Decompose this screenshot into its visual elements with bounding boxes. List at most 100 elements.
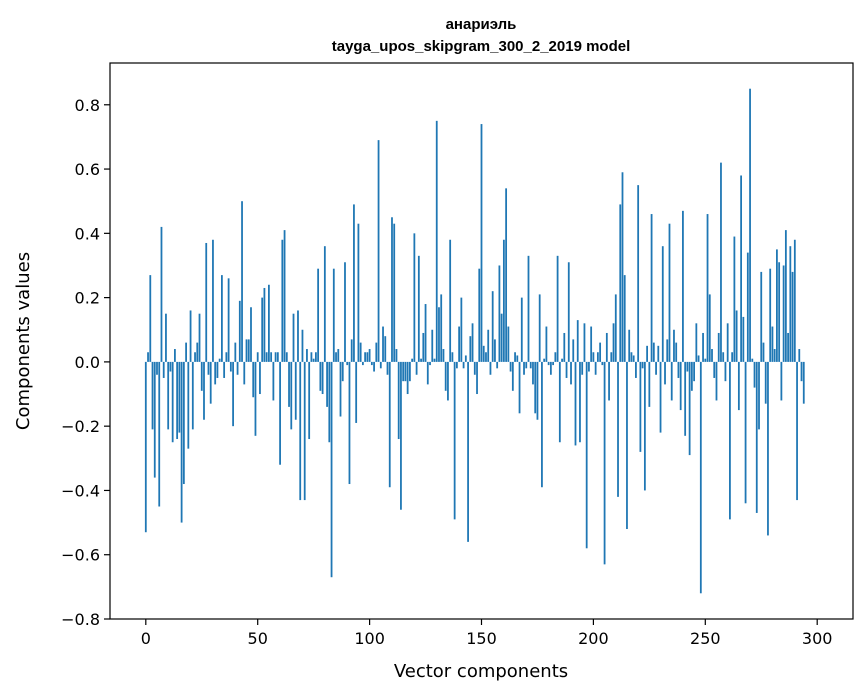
bar xyxy=(453,361,456,520)
bar xyxy=(800,361,803,382)
bar xyxy=(473,361,476,375)
bar xyxy=(693,361,695,382)
bar xyxy=(321,361,324,395)
bar xyxy=(341,361,344,382)
bar xyxy=(406,361,409,395)
bar xyxy=(312,358,315,362)
bar xyxy=(509,361,512,372)
bar xyxy=(798,349,801,362)
bar xyxy=(386,361,389,375)
bar xyxy=(353,204,355,362)
x-tick-label: 300 xyxy=(802,629,833,648)
bar xyxy=(182,361,185,485)
bar xyxy=(464,355,467,362)
bar xyxy=(715,361,718,401)
y-axis-label: Components values xyxy=(13,252,34,430)
bar xyxy=(218,358,221,362)
bar xyxy=(480,124,483,362)
bar xyxy=(516,355,519,362)
bar xyxy=(699,361,702,594)
bar xyxy=(391,217,393,362)
bar xyxy=(787,332,789,362)
bar xyxy=(160,226,163,362)
bar xyxy=(706,214,709,362)
x-axis-label: Vector components xyxy=(394,661,568,682)
bar xyxy=(317,268,320,362)
bar xyxy=(420,358,422,362)
bar xyxy=(375,342,378,362)
bar xyxy=(581,361,584,375)
bar xyxy=(198,313,201,362)
bar xyxy=(167,361,170,430)
bar xyxy=(263,287,266,362)
bar xyxy=(290,361,293,430)
bar xyxy=(395,349,398,362)
bar xyxy=(288,361,290,407)
bar xyxy=(236,361,239,375)
bar xyxy=(722,352,725,362)
bar xyxy=(487,329,490,362)
bar xyxy=(612,323,615,362)
bar xyxy=(435,120,438,362)
bar xyxy=(690,361,693,391)
bar xyxy=(773,349,776,362)
bar xyxy=(583,323,586,362)
bar xyxy=(740,175,742,362)
bar xyxy=(355,361,358,423)
bar xyxy=(793,239,796,362)
bar xyxy=(686,361,689,372)
bar xyxy=(711,349,713,362)
bar xyxy=(621,172,624,362)
bar xyxy=(283,230,286,362)
bar xyxy=(274,352,277,362)
bar xyxy=(346,361,349,366)
bar xyxy=(511,361,514,391)
bar xyxy=(252,361,255,398)
bar xyxy=(494,339,496,362)
bar xyxy=(532,361,534,385)
bar xyxy=(299,361,302,501)
x-axis-ticks: 0 50 100 150 200 250 300 xyxy=(141,619,833,648)
bar xyxy=(626,361,628,530)
bar xyxy=(308,361,311,440)
bar xyxy=(762,342,765,362)
bar xyxy=(306,349,308,362)
bar xyxy=(679,361,682,411)
bar xyxy=(348,361,351,485)
bar xyxy=(279,361,281,465)
y-axis-ticks: −0.8 −0.6 −0.4 −0.2 0.0 0.2 0.4 0.6 0.8 xyxy=(61,96,110,629)
bar xyxy=(659,361,662,433)
bar xyxy=(455,361,458,369)
bar xyxy=(507,326,510,362)
bar xyxy=(605,332,608,362)
bar xyxy=(514,352,516,362)
bar xyxy=(529,361,532,369)
bar xyxy=(191,361,194,430)
bar xyxy=(460,297,463,362)
y-tick-label: −0.6 xyxy=(61,546,100,565)
bar xyxy=(147,352,149,362)
bar xyxy=(500,313,503,362)
bar xyxy=(247,339,250,362)
bar xyxy=(780,361,783,401)
bar xyxy=(223,361,226,378)
bar xyxy=(802,361,805,404)
bar xyxy=(256,352,259,362)
y-tick-label: 0.6 xyxy=(75,160,100,179)
bar xyxy=(467,361,469,542)
bar xyxy=(534,361,537,414)
bar xyxy=(153,361,156,478)
bar xyxy=(782,265,785,362)
y-tick-label: −0.8 xyxy=(61,610,100,629)
bar xyxy=(558,361,561,443)
bar xyxy=(502,239,505,362)
bar xyxy=(784,230,787,362)
bar xyxy=(241,201,243,362)
bar xyxy=(212,239,214,362)
bar xyxy=(552,361,555,366)
bar xyxy=(628,329,631,362)
y-tick-label: −0.4 xyxy=(61,481,100,500)
bar xyxy=(749,88,751,362)
bar xyxy=(744,361,747,504)
bar xyxy=(518,361,521,414)
